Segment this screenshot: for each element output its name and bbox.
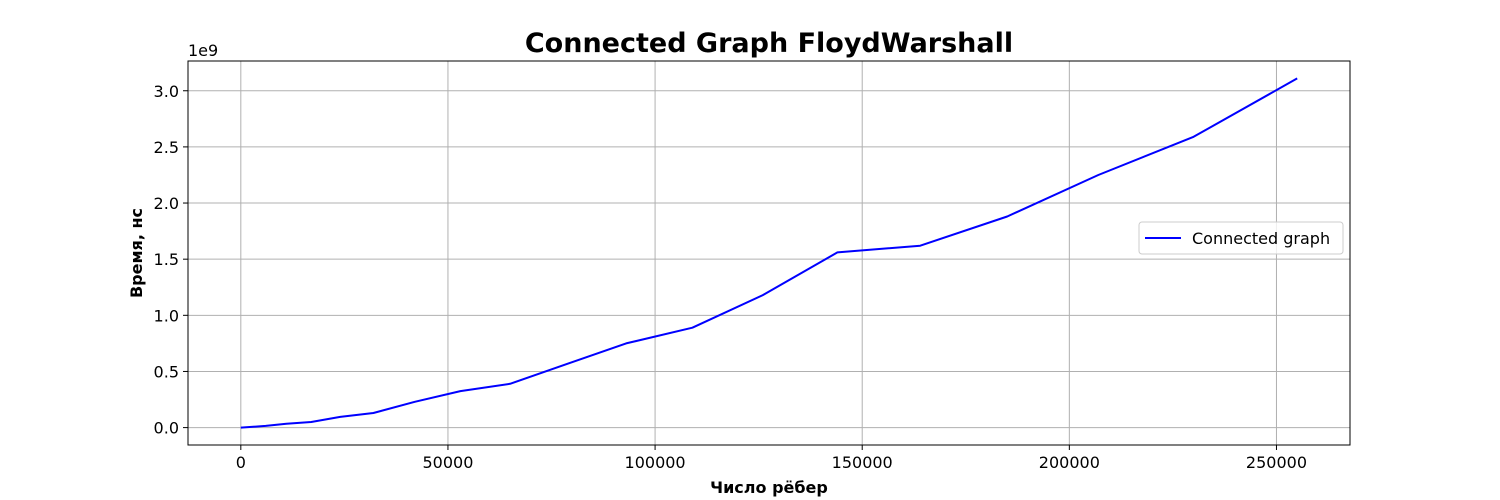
chart-title: Connected Graph FloydWarshall — [525, 28, 1013, 59]
legend-label: Connected graph — [1192, 229, 1330, 248]
x-axis-label: Число рёбер — [710, 478, 828, 497]
y-tick-label: 1.5 — [154, 250, 179, 269]
y-axis: 0.0 0.5 1.0 1.5 2.0 2.5 3.0 — [154, 82, 188, 438]
series-line-0 — [240, 77, 1298, 429]
x-tick-label: 250000 — [1246, 453, 1307, 472]
y-tick-label: 0.5 — [154, 362, 179, 381]
series-layer — [240, 77, 1298, 429]
legend-box — [1138, 221, 1344, 255]
plot-frame — [187, 60, 1351, 446]
y-tick-label: 3.0 — [154, 82, 179, 101]
x-tick-label: 200000 — [1039, 453, 1100, 472]
y-offset-label: 1e9 — [188, 41, 218, 60]
x-axis: 0 50000 100000 150000 200000 250000 — [236, 445, 1307, 472]
y-tick-label: 0.0 — [154, 419, 179, 438]
legend: Connected graph — [1138, 221, 1344, 255]
y-axis-label: Время, нс — [127, 208, 146, 298]
x-tick-label: 100000 — [625, 453, 686, 472]
y-tick-label: 1.0 — [154, 306, 179, 325]
y-tick-label: 2.0 — [154, 194, 179, 213]
y-tick-label: 2.5 — [154, 138, 179, 157]
x-tick-label: 50000 — [422, 453, 473, 472]
x-tick-label: 0 — [236, 453, 246, 472]
x-tick-label: 150000 — [832, 453, 893, 472]
